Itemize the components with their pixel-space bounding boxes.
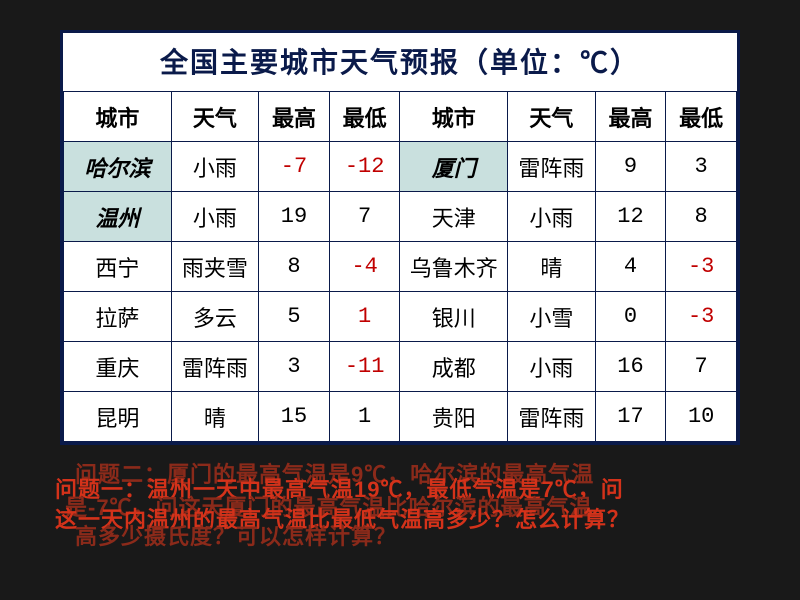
- low-cell: -11: [329, 342, 400, 392]
- weather-cell: 小雨: [508, 342, 595, 392]
- weather-cell: 雷阵雨: [171, 342, 258, 392]
- table-row: 昆明晴151贵阳雷阵雨1710: [64, 392, 737, 442]
- weather-cell: 雨夹雪: [171, 242, 258, 292]
- city-cell: 乌鲁木齐: [400, 242, 508, 292]
- high-cell: 8: [259, 242, 330, 292]
- question-line: 高多少摄氏度？可以怎样计算？: [75, 522, 397, 552]
- city-cell: 哈尔滨: [64, 142, 172, 192]
- col-weather-r: 天气: [508, 92, 595, 142]
- city-cell: 贵阳: [400, 392, 508, 442]
- col-city-l: 城市: [64, 92, 172, 142]
- city-cell: 拉萨: [64, 292, 172, 342]
- table-row: 拉萨多云51银川小雪0-3: [64, 292, 737, 342]
- city-cell: 昆明: [64, 392, 172, 442]
- city-cell: 天津: [400, 192, 508, 242]
- table-row: 温州小雨197天津小雨128: [64, 192, 737, 242]
- low-cell: 1: [329, 392, 400, 442]
- weather-cell: 雷阵雨: [508, 142, 595, 192]
- low-cell: -12: [329, 142, 400, 192]
- col-hi-r: 最高: [595, 92, 666, 142]
- high-cell: -7: [259, 142, 330, 192]
- weather-cell: 雷阵雨: [508, 392, 595, 442]
- weather-cell: 晴: [508, 242, 595, 292]
- low-cell: -3: [666, 292, 737, 342]
- high-cell: 16: [595, 342, 666, 392]
- weather-cell: 小雨: [508, 192, 595, 242]
- col-lo-r: 最低: [666, 92, 737, 142]
- low-cell: 8: [666, 192, 737, 242]
- col-hi-l: 最高: [259, 92, 330, 142]
- low-cell: -4: [329, 242, 400, 292]
- low-cell: 7: [666, 342, 737, 392]
- weather-cell: 小雪: [508, 292, 595, 342]
- high-cell: 4: [595, 242, 666, 292]
- col-lo-l: 最低: [329, 92, 400, 142]
- high-cell: 19: [259, 192, 330, 242]
- city-cell: 温州: [64, 192, 172, 242]
- col-city-r: 城市: [400, 92, 508, 142]
- high-cell: 17: [595, 392, 666, 442]
- low-cell: 10: [666, 392, 737, 442]
- low-cell: 3: [666, 142, 737, 192]
- high-cell: 0: [595, 292, 666, 342]
- low-cell: -3: [666, 242, 737, 292]
- weather-cell: 多云: [171, 292, 258, 342]
- high-cell: 12: [595, 192, 666, 242]
- table-row: 重庆雷阵雨3-11成都小雨167: [64, 342, 737, 392]
- weather-cell: 晴: [171, 392, 258, 442]
- high-cell: 3: [259, 342, 330, 392]
- city-cell: 成都: [400, 342, 508, 392]
- low-cell: 1: [329, 292, 400, 342]
- table-header-row: 城市 天气 最高 最低 城市 天气 最高 最低: [64, 92, 737, 142]
- city-cell: 重庆: [64, 342, 172, 392]
- high-cell: 9: [595, 142, 666, 192]
- city-cell: 西宁: [64, 242, 172, 292]
- high-cell: 15: [259, 392, 330, 442]
- weather-cell: 小雨: [171, 192, 258, 242]
- weather-table-frame: 全国主要城市天气预报（单位：℃） 城市 天气 最高 最低 城市 天气 最高 最低…: [60, 30, 740, 445]
- table-title: 全国主要城市天气预报（单位：℃）: [63, 33, 737, 91]
- table-row: 西宁雨夹雪8-4乌鲁木齐晴4-3: [64, 242, 737, 292]
- high-cell: 5: [259, 292, 330, 342]
- city-cell: 银川: [400, 292, 508, 342]
- city-cell: 厦门: [400, 142, 508, 192]
- table-body: 哈尔滨小雨-7-12厦门雷阵雨93温州小雨197天津小雨128西宁雨夹雪8-4乌…: [64, 142, 737, 442]
- weather-cell: 小雨: [171, 142, 258, 192]
- table-row: 哈尔滨小雨-7-12厦门雷阵雨93: [64, 142, 737, 192]
- weather-table: 城市 天气 最高 最低 城市 天气 最高 最低 哈尔滨小雨-7-12厦门雷阵雨9…: [63, 91, 737, 442]
- col-weather-l: 天气: [171, 92, 258, 142]
- low-cell: 7: [329, 192, 400, 242]
